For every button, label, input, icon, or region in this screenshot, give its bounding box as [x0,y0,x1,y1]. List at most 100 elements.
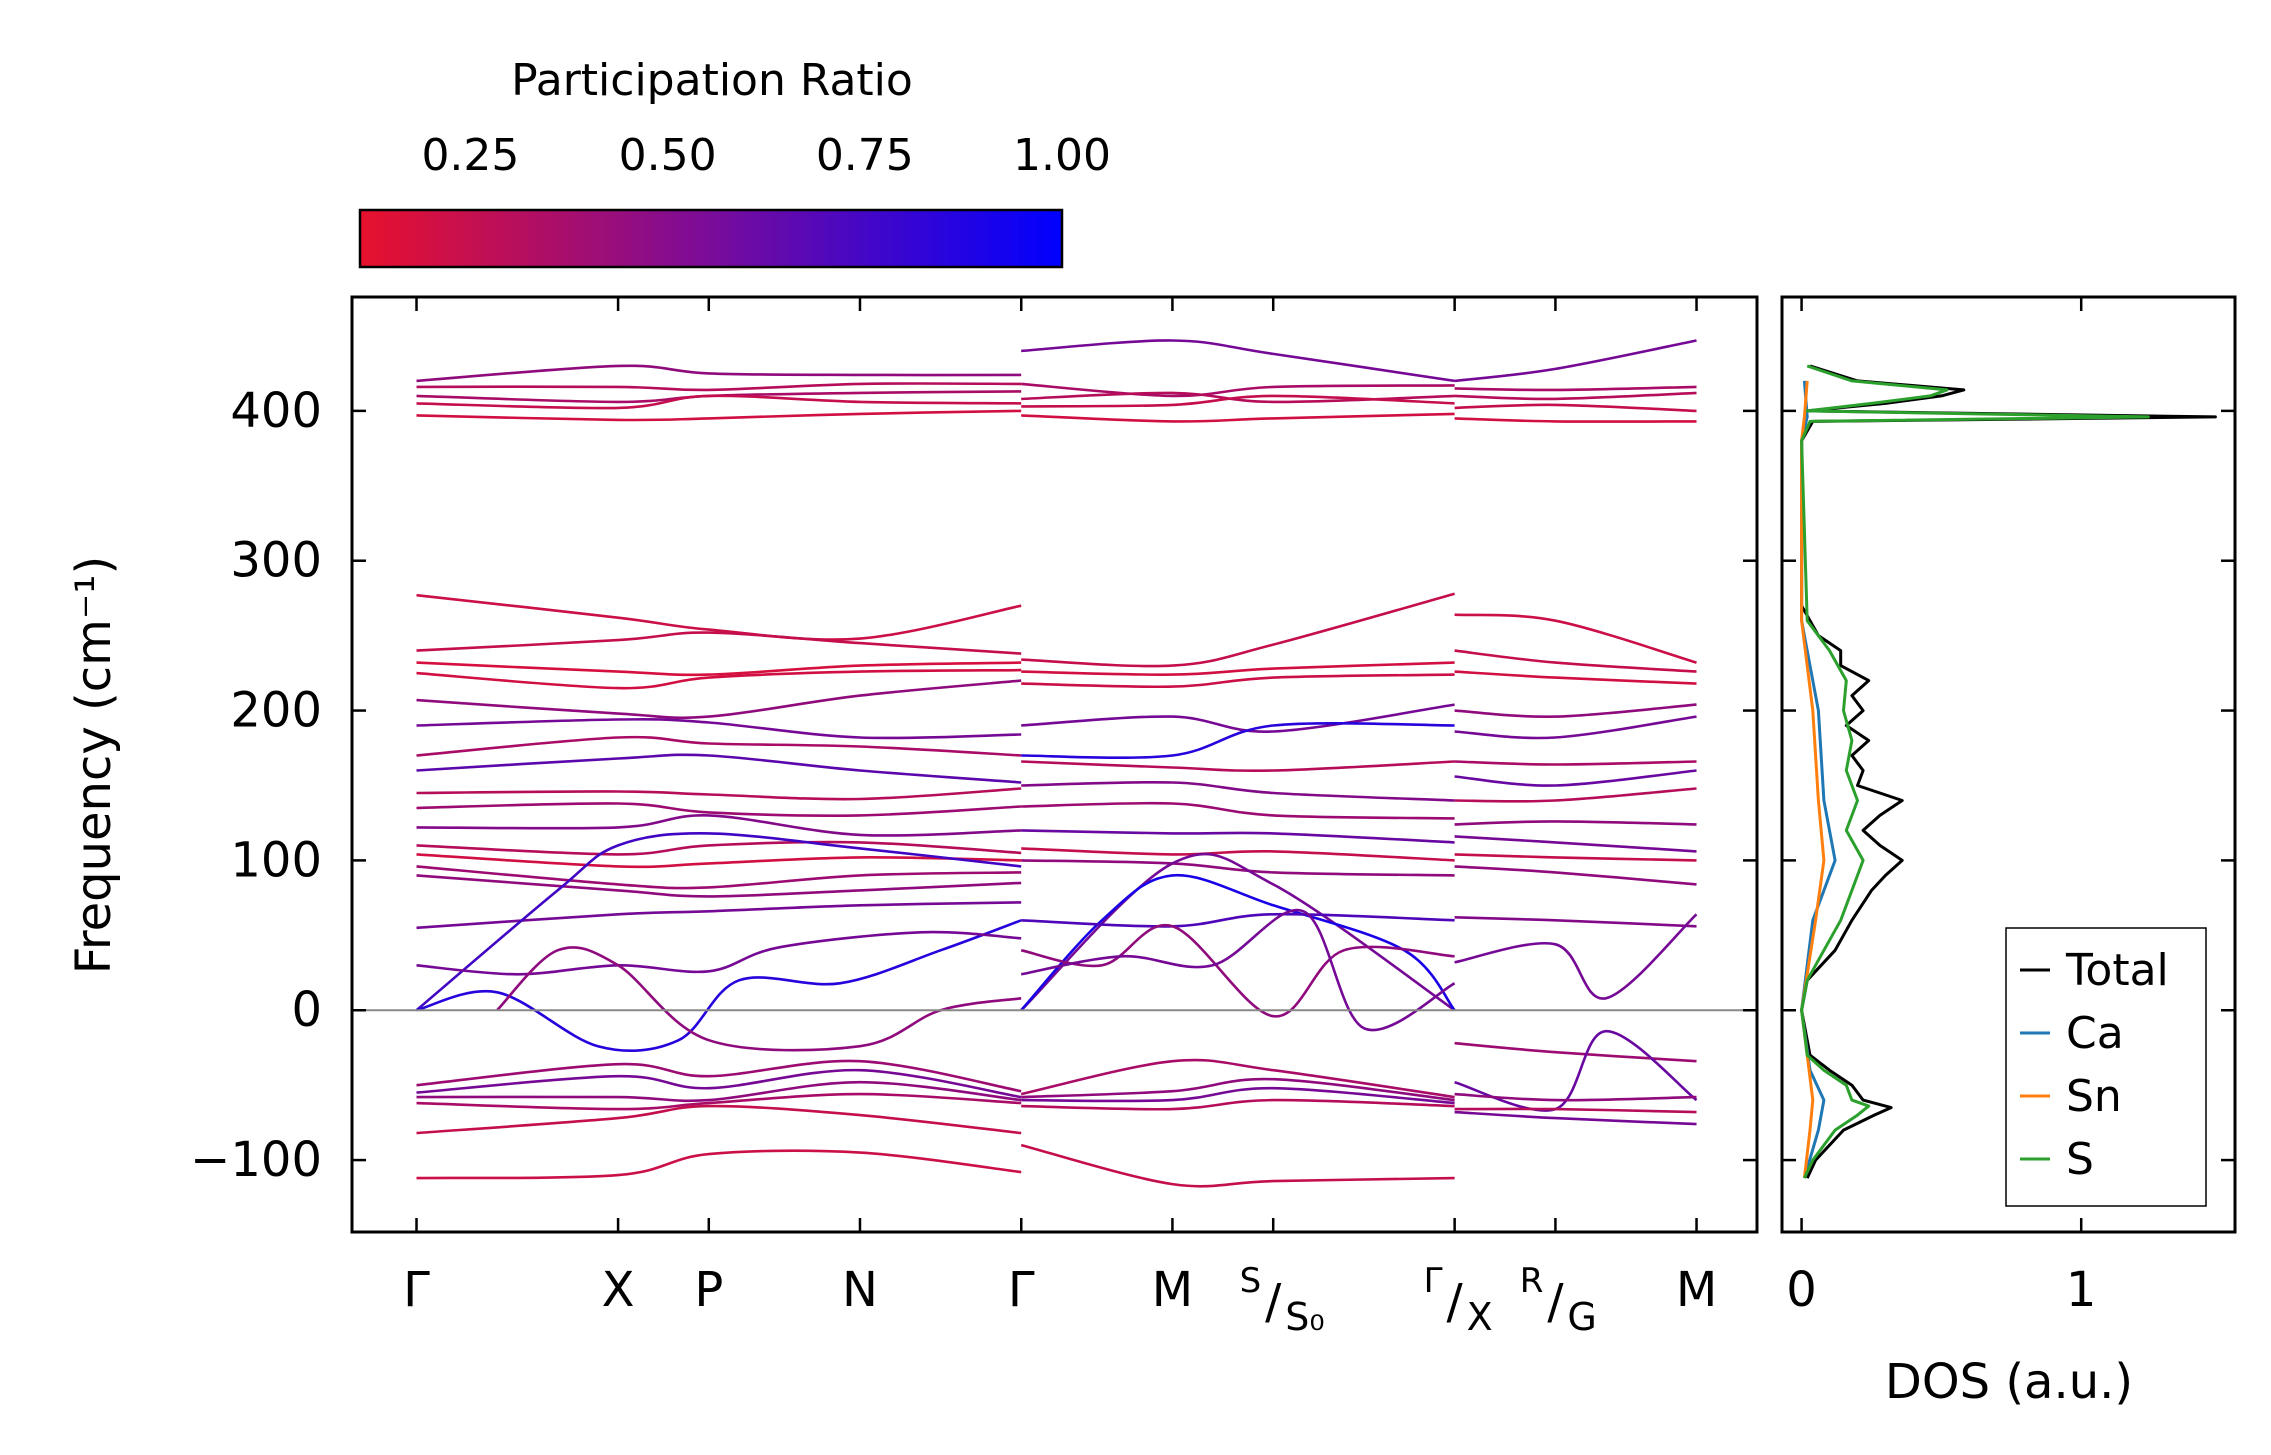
band-line [1454,1041,1697,1063]
y-tick-label: 100 [230,832,322,888]
colorbar-tick-label: 0.25 [421,130,519,181]
band-line [1021,780,1455,802]
band-line [1454,670,1697,685]
band-line [1021,382,1455,398]
y-tick-label: 200 [230,683,322,739]
x-tick-label: X [602,1262,635,1318]
band-line [416,865,1022,890]
band-line [416,735,1022,757]
band-line [1454,649,1697,673]
band-line [416,930,1022,976]
band-line [1454,865,1697,886]
colorbar-ticks: 0.25 0.50 0.75 1.00 [421,130,1111,267]
band-line [1454,1107,1697,1114]
band-line [416,631,1022,655]
x-tick-label-fraction: Γ / X [1424,1261,1493,1339]
x-tick-label: Γ [1008,1262,1035,1318]
y-tick-label: 300 [230,533,322,589]
legend-items: Total Ca Sn S [2020,945,2169,1185]
dos-lines [1800,364,2217,1179]
band-y-ticks: −100 0 100 200 300 400 [190,383,1757,1188]
band-line [416,802,1022,817]
band-line [416,1092,1022,1111]
band-line [416,874,1022,898]
band-line [416,718,1022,740]
band-line [1021,912,1455,928]
x-tick-label: Γ [403,1262,430,1318]
x-tick-label: M [1676,1262,1717,1318]
band-line [416,919,1022,1053]
dos-x-tick-label: 0 [1786,1262,1817,1318]
dos-axes-frame [1780,295,2237,1234]
band-line [1454,769,1697,787]
band-line [416,901,1022,930]
x-tick-label-top: R [1520,1261,1544,1301]
dos-y-ticks [1782,409,2235,1162]
x-tick-label: M [1152,1262,1193,1318]
legend: Total Ca Sn S [2005,927,2207,1207]
band-line [1020,908,1456,1032]
band-line [1454,853,1697,862]
band-line [1454,715,1697,740]
band-line [1454,417,1697,423]
colorbar-tick-label: 1.00 [1013,130,1111,181]
band-line [1021,801,1455,820]
band-line [1454,760,1697,766]
x-tick-label-fraction: R / G [1520,1261,1597,1339]
colorbar: Participation Ratio 0.25 0.50 0.75 1.00 [358,55,1111,269]
band-line [416,1104,1022,1135]
band-line [1020,852,1456,1012]
band-line [496,946,1022,1052]
x-tick-label-bottom: G [1567,1295,1596,1339]
band-line [1021,661,1455,676]
band-line [1021,1077,1455,1102]
band-line [1021,721,1455,760]
band-line [1021,829,1455,844]
legend-label: Ca [2066,1008,2124,1059]
band-line [1021,859,1455,877]
band-line [416,1068,1022,1099]
band-line [1454,916,1697,928]
x-tick-label-bottom: S₀ [1285,1295,1324,1339]
band-line [416,1059,1022,1093]
band-line [1020,1058,1455,1099]
x-tick-label-slash: / [1265,1274,1282,1330]
band-line [1021,847,1455,862]
band-line [1454,613,1697,664]
band-line [1021,703,1455,733]
band-line [1454,339,1697,383]
band-line [416,394,1022,410]
legend-label: Total [2065,945,2169,996]
band-line [1021,412,1455,423]
band-line [416,853,1022,869]
band-line [416,382,1022,392]
band-line [416,679,1022,720]
band-line [416,593,1022,641]
band-line [1454,787,1697,803]
band-line [1021,760,1455,773]
colorbar-gradient [358,208,1064,269]
band-line [416,840,1022,856]
band-line [1454,391,1697,401]
x-tick-label: P [694,1262,723,1318]
band-line [1454,385,1697,392]
x-tick-label-top: S [1240,1261,1262,1301]
x-tick-label-slash: / [1447,1274,1464,1330]
band-line [1021,1086,1455,1105]
band-line [416,787,1022,801]
colorbar-tick-label: 0.75 [816,130,914,181]
y-tick-label: 0 [291,982,322,1038]
y-tick-label: −100 [190,1132,322,1188]
dos-x-tick-label: 1 [2066,1262,2097,1318]
band-line [1454,1092,1697,1102]
x-tick-label-bottom: X [1467,1295,1493,1339]
band-line [1454,1029,1698,1112]
legend-label: Sn [2066,1071,2122,1122]
band-line [1021,339,1455,383]
band-line [1454,1110,1697,1126]
y-tick-label: 400 [230,383,322,439]
band-line [1021,673,1455,689]
